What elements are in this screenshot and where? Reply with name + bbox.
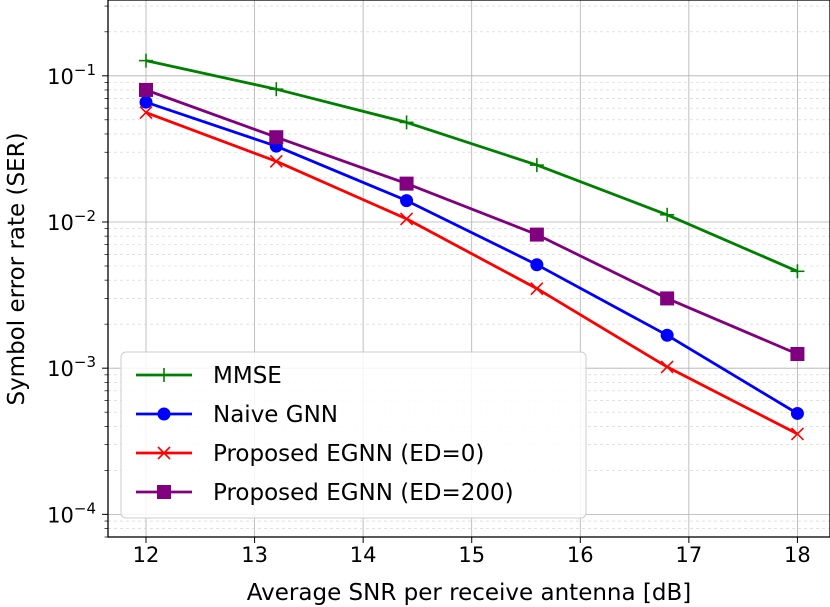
legend-label: Proposed EGNN (ED=0) [213, 441, 484, 467]
data-point [399, 176, 414, 191]
y-axis-label: Symbol error rate (SER) [4, 132, 30, 405]
legend-marker [157, 368, 171, 382]
y-axis: 10−1 10−2 10−3 10−4 [47, 5, 108, 538]
legend-marker [157, 446, 171, 460]
legend-entry: Naive GNN [136, 402, 338, 428]
series-3 [139, 82, 805, 362]
data-point [139, 95, 153, 109]
y-tick-label: 10−3 [47, 353, 96, 381]
data-point [399, 115, 414, 130]
y-tick-label: 10−2 [47, 207, 96, 235]
data-point [400, 194, 414, 208]
x-tick-label: 16 [567, 543, 594, 567]
legend-label: Naive GNN [213, 402, 338, 428]
x-axis: 12 13 14 15 16 17 18 [133, 537, 811, 567]
y-tick-label: 10−4 [47, 499, 96, 527]
x-tick-label: 14 [350, 543, 377, 567]
data-point [139, 106, 153, 120]
legend-box [120, 351, 587, 519]
y-tick-label: 10−1 [47, 61, 96, 89]
legend: MMSE Naive GNN Proposed EGNN (ED=0) Propose… [120, 351, 587, 519]
series-line [145, 100, 799, 415]
legend-label: MMSE [213, 363, 282, 389]
plot-frame [107, 0, 830, 538]
x-tick-label: 18 [784, 543, 811, 567]
x-tick-label: 15 [458, 543, 485, 567]
data-point [530, 282, 544, 296]
data-point [529, 227, 544, 242]
x-tick-label: 13 [241, 543, 268, 567]
series-line [145, 88, 798, 356]
data-point [660, 328, 674, 342]
data-point [660, 207, 675, 222]
data-point [790, 427, 804, 441]
data-point [269, 130, 284, 145]
x-axis-label: Average SNR per receive antenna [dB] [247, 580, 691, 606]
series-layer [139, 53, 805, 441]
data-point [139, 53, 153, 68]
series-line [145, 59, 798, 273]
legend-entry: Proposed EGNN (ED=0) [136, 441, 484, 467]
legend-marker [157, 407, 171, 421]
series-2 [139, 106, 804, 441]
data-point [790, 264, 805, 279]
data-point [660, 360, 674, 374]
legend-label: Proposed EGNN (ED=200) [213, 480, 514, 506]
data-point [529, 158, 544, 173]
data-point [790, 347, 805, 362]
data-point [269, 82, 284, 97]
x-tick-label: 12 [133, 543, 160, 567]
data-point [269, 154, 283, 168]
x-tick-label: 17 [675, 543, 702, 567]
legend-entry: MMSE [136, 363, 282, 389]
series-0 [139, 53, 805, 279]
legend-entry: Proposed EGNN (ED=200) [136, 480, 514, 506]
data-point [530, 258, 544, 272]
data-point [790, 406, 804, 420]
legend-marker [157, 485, 171, 499]
data-point [139, 82, 153, 97]
series-line [145, 111, 799, 436]
data-point [660, 291, 675, 306]
data-point [400, 212, 414, 226]
